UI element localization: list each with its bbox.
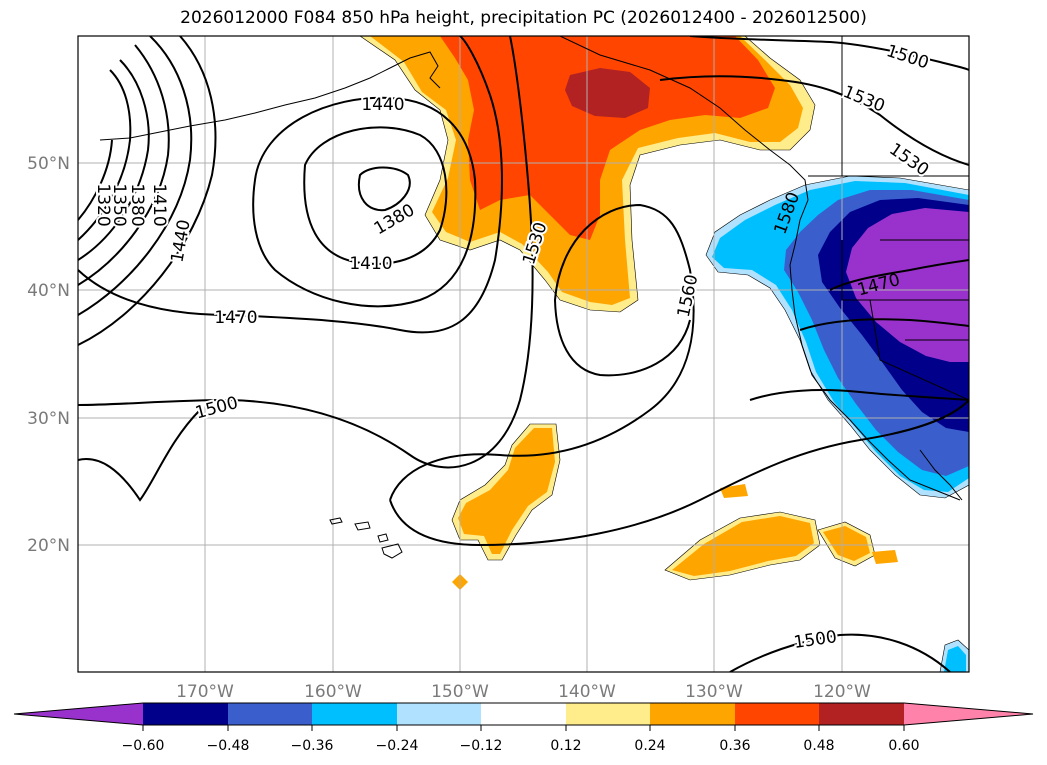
colorbar-tick-neg-036: −0.36 (291, 738, 334, 754)
contour-label-1440-north: 1440 (361, 95, 404, 115)
precip-pos-024-small2 (872, 550, 898, 564)
longitude-labels: 170°W 160°W 150°W 140°W 130°W 120°W (176, 682, 871, 702)
contour-west-1440 (78, 36, 217, 346)
colorbar-swatch-pos-012 (566, 703, 650, 725)
state-lines (841, 36, 969, 401)
contour-label-1500-south: 1500 (792, 627, 838, 653)
contour-1470 (78, 36, 503, 334)
lon-label-150w: 150°W (431, 682, 489, 702)
map-area: 1320 1350 1380 1410 1440 1440 1380 1410 … (78, 36, 969, 672)
contour-label-1440-west: 1440 (167, 218, 194, 264)
colorbar-tick-neg-048: −0.48 (207, 738, 250, 754)
lat-label-20n: 20°N (27, 536, 70, 556)
lat-label-50n: 50°N (27, 154, 70, 174)
colorbar-swatch-neg-012 (397, 703, 481, 725)
contour-west-1350 (78, 59, 150, 261)
contour-label-1470: 1470 (214, 308, 257, 328)
contour-label-1320: 1320 (93, 183, 113, 226)
latitude-labels: 50°N 40°N 30°N 20°N (27, 154, 70, 556)
coastlines (99, 36, 969, 559)
precip-pos-024-subtrop3 (823, 526, 870, 561)
colorbar-tick-neg-024: −0.24 (376, 738, 419, 754)
precip-neg-060-west (846, 208, 969, 362)
contour-label-1410: 1410 (349, 254, 392, 274)
lat-label-30n: 30°N (27, 409, 70, 429)
map-title: 2026012000 F084 850 hPa height, precipit… (180, 8, 867, 28)
height-contours (78, 36, 969, 672)
contour-ne-1530 (659, 75, 969, 166)
contour-1530 (78, 203, 695, 502)
lon-label-160w: 160°W (304, 682, 362, 702)
bc-coast (559, 36, 961, 501)
lon-label-170w: 170°W (176, 682, 234, 702)
alaska-coast (99, 51, 441, 141)
contour-1440 (252, 96, 477, 308)
lon-label-120w: 120°W (813, 682, 871, 702)
colorbar-swatch-neg-024 (312, 703, 397, 725)
colorbar-ticks (142, 725, 905, 731)
contour-label-1500-ne: 1500 (884, 41, 931, 73)
contour-label-1410-west: 1410 (149, 183, 169, 226)
colorbar-tick-pos-060: 0.60 (888, 738, 919, 754)
colorbar-tick-neg-012: −0.12 (460, 738, 503, 754)
contour-east-1470 (829, 259, 969, 291)
precip-pos-024-small1 (720, 484, 748, 498)
lon-label-130w: 130°W (685, 682, 743, 702)
lat-label-40n: 40°N (27, 281, 70, 301)
colorbar-tick-neg-060: −0.60 (122, 738, 165, 754)
map-frame (77, 35, 970, 673)
contour-south-1500 (729, 633, 951, 672)
colorbar-swatch-neg-048 (143, 703, 228, 725)
baja (919, 449, 963, 501)
precip-neg-024-sw (944, 646, 966, 672)
contour-label-1500: 1500 (193, 393, 240, 424)
contour-west-1320 (78, 69, 132, 241)
colorbar-swatch-pos-048 (819, 703, 904, 725)
contour-label-1530-ne: 1530 (840, 82, 888, 117)
precip-pos-024-subtrop2 (672, 516, 814, 576)
precip-pos-048-north (565, 68, 650, 118)
precip-pos-024-subtrop1 (458, 428, 555, 554)
colorbar-tick-pos-036: 0.36 (719, 738, 750, 754)
colorbar-arrow-left (14, 703, 143, 725)
contour-west-1380 (78, 44, 170, 286)
colorbar-tick-pos-048: 0.48 (803, 738, 834, 754)
colorbar: −0.60 −0.48 −0.36 −0.24 −0.12 0.12 0.24 … (13, 702, 1034, 754)
hawaii (329, 517, 403, 559)
contour-east-1500 (799, 318, 969, 331)
colorbar-swatch-pos-024 (650, 703, 735, 725)
contour-west-1410 (78, 36, 193, 316)
contour-label-1350: 1350 (109, 183, 129, 226)
lon-label-140w: 140°W (558, 682, 616, 702)
colorbar-tick-pos-012: 0.12 (550, 738, 581, 754)
precip-fields (359, 36, 969, 672)
contour-ne-1500 (689, 36, 969, 71)
colorbar-swatch-neutral (481, 703, 566, 725)
colorbar-arrow-right (904, 703, 1033, 725)
precip-pos-036-north (440, 36, 775, 240)
contour-east-1530 (749, 389, 969, 401)
contour-label-1560: 1560 (674, 273, 703, 319)
contour-1560 (389, 399, 969, 547)
contour-1500 (78, 36, 534, 469)
colorbar-swatch-pos-036 (735, 703, 819, 725)
contour-1380-closed (357, 166, 411, 212)
contour-label-1380-west: 1380 (127, 183, 147, 226)
colorbar-swatch-neg-036 (228, 703, 312, 725)
contour-1410-closed (303, 126, 448, 265)
colorbar-tick-pos-024: 0.24 (634, 738, 665, 754)
